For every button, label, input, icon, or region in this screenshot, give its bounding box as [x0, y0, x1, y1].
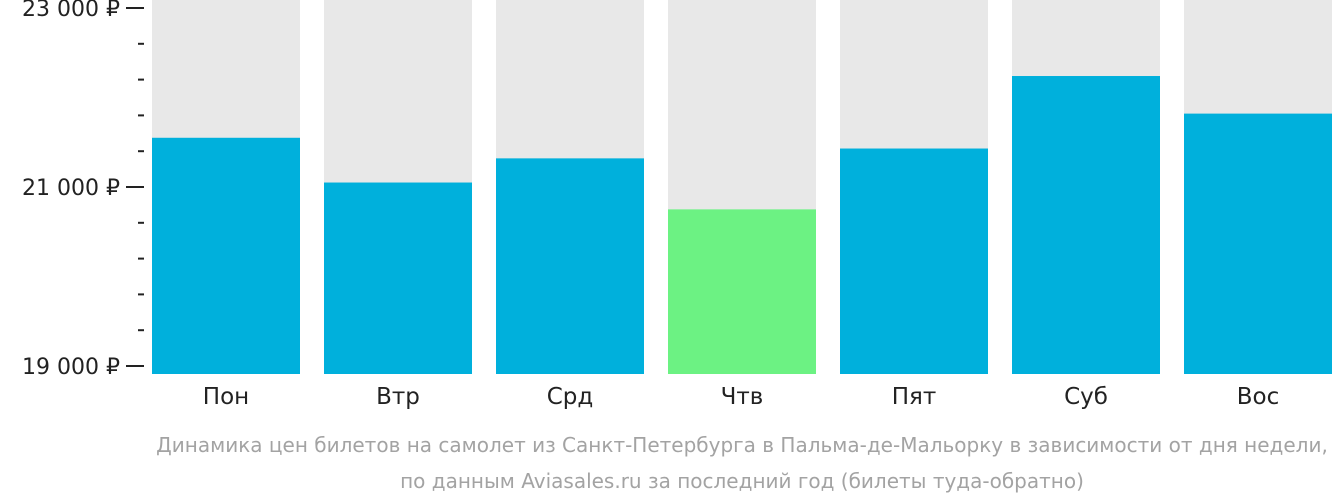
x-category-label: Пон: [203, 384, 249, 410]
y-tick-label: 21 000 ₽: [22, 176, 120, 201]
bar[interactable]: [324, 182, 472, 374]
x-category-label: Пят: [892, 384, 937, 410]
x-axis-labels: Пон Втр Срд Чтв Пят Суб Вос: [203, 384, 1279, 410]
y-tick-label: 19 000 ₽: [22, 355, 120, 380]
bar[interactable]: [152, 137, 300, 374]
chart-caption: Динамика цен билетов на самолет из Санкт…: [156, 433, 1328, 493]
x-category-label: Вос: [1237, 384, 1280, 410]
x-category-label: Чтв: [721, 384, 764, 410]
x-category-label: Срд: [547, 384, 594, 410]
bar[interactable]: [840, 148, 988, 374]
bar[interactable]: [1012, 76, 1160, 375]
caption-line-1: Динамика цен билетов на самолет из Санкт…: [156, 433, 1328, 457]
x-category-label: Суб: [1064, 384, 1108, 410]
caption-line-2: по данным Aviasales.ru за последний год …: [400, 469, 1084, 493]
x-category-label: Втр: [376, 384, 420, 410]
bar[interactable]: [496, 158, 644, 374]
y-axis: 23 000 ₽ 21 000 ₽ 19 000 ₽: [22, 0, 144, 380]
bars: [152, 0, 1332, 375]
bar[interactable]: [1184, 113, 1332, 375]
y-tick-label: 23 000 ₽: [22, 0, 120, 22]
bar[interactable]: [668, 209, 816, 374]
